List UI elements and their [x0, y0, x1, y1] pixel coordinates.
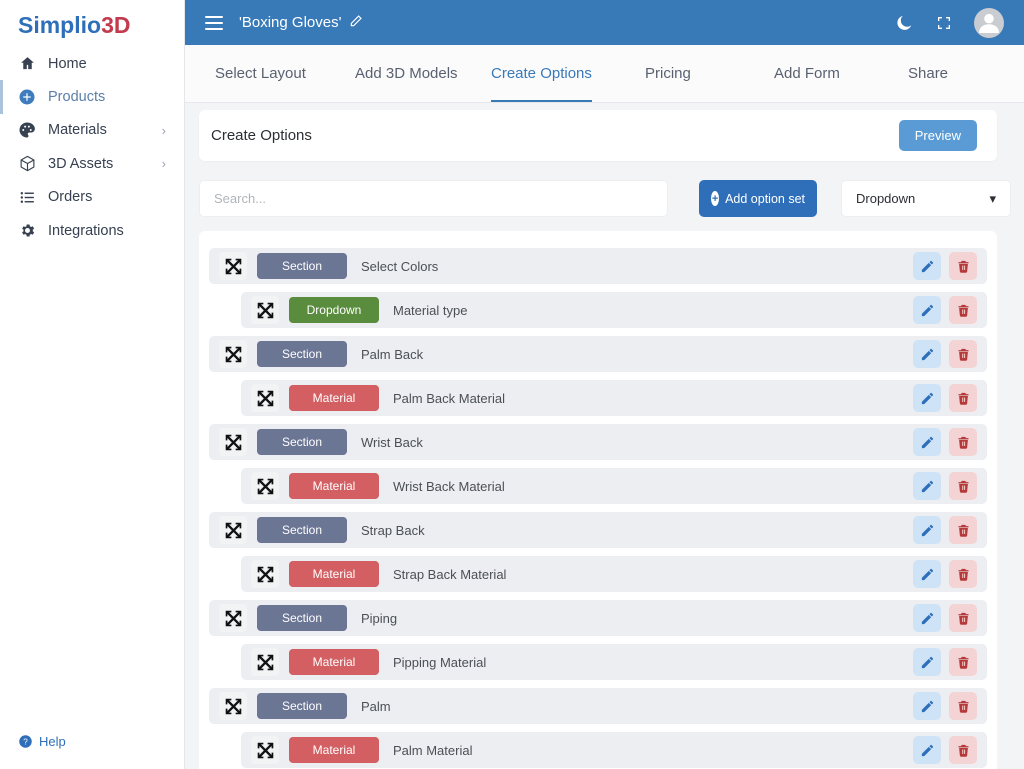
svg-text:?: ?: [23, 737, 28, 746]
